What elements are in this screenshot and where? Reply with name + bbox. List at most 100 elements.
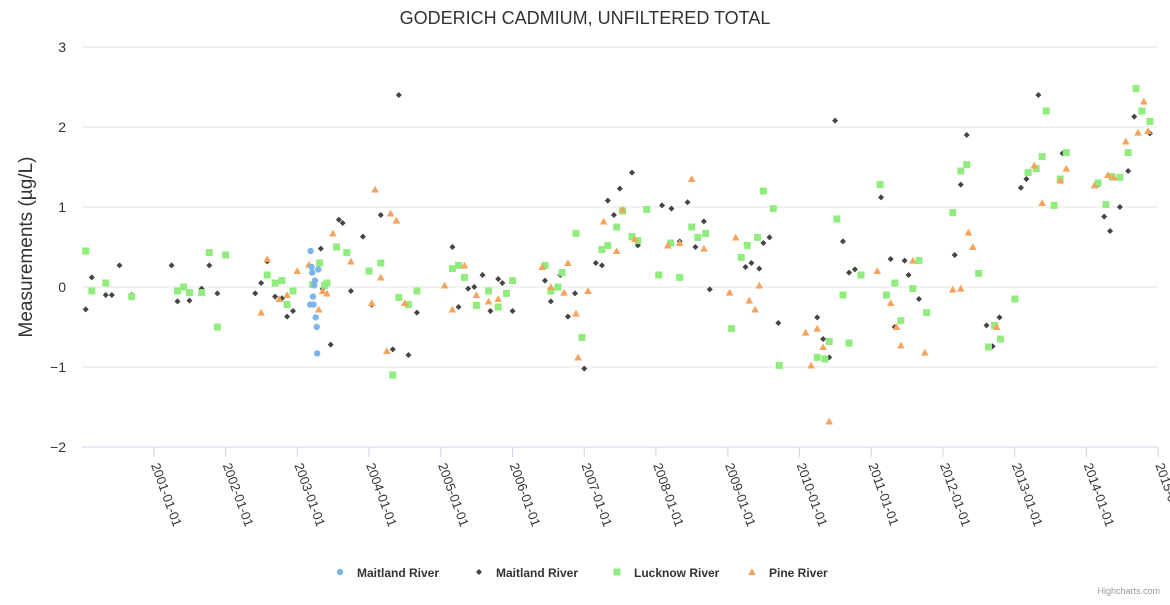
data-point[interactable]	[329, 229, 337, 237]
data-point[interactable]	[598, 262, 605, 269]
data-point[interactable]	[198, 289, 206, 297]
data-point[interactable]	[820, 336, 827, 342]
data-point[interactable]	[832, 117, 839, 124]
data-point[interactable]	[359, 233, 366, 240]
data-point[interactable]	[400, 299, 409, 307]
data-point[interactable]	[1124, 149, 1132, 157]
data-point[interactable]	[751, 305, 759, 313]
data-point[interactable]	[1011, 295, 1019, 303]
data-point[interactable]	[702, 229, 710, 237]
data-point[interactable]	[365, 267, 373, 275]
data-point[interactable]	[807, 361, 815, 369]
data-point[interactable]	[307, 247, 314, 255]
data-point[interactable]	[992, 323, 1001, 331]
data-point[interactable]	[312, 314, 319, 321]
data-point[interactable]	[284, 313, 291, 320]
data-point[interactable]	[839, 291, 847, 299]
data-point[interactable]	[655, 271, 663, 279]
data-point[interactable]	[1116, 204, 1123, 210]
data-point[interactable]	[725, 288, 734, 296]
data-point[interactable]	[206, 262, 213, 269]
data-point[interactable]	[833, 215, 841, 223]
data-point[interactable]	[102, 292, 109, 298]
data-point[interactable]	[584, 287, 592, 295]
data-point[interactable]	[873, 267, 882, 275]
data-point[interactable]	[949, 209, 957, 217]
data-point[interactable]	[728, 325, 736, 333]
data-point[interactable]	[1056, 176, 1064, 184]
data-point[interactable]	[618, 205, 627, 213]
data-point[interactable]	[128, 293, 136, 301]
data-point[interactable]	[377, 259, 385, 267]
data-point[interactable]	[634, 237, 642, 245]
data-point[interactable]	[598, 245, 606, 253]
data-point[interactable]	[572, 290, 579, 297]
data-point[interactable]	[102, 279, 110, 287]
data-point[interactable]	[996, 335, 1004, 343]
data-point[interactable]	[1023, 176, 1030, 182]
data-point[interactable]	[307, 301, 314, 308]
data-point[interactable]	[448, 265, 456, 273]
data-point[interactable]	[484, 297, 493, 305]
data-point[interactable]	[1144, 127, 1152, 135]
data-point[interactable]	[494, 303, 502, 311]
data-point[interactable]	[308, 263, 315, 271]
data-point[interactable]	[775, 361, 783, 369]
data-point[interactable]	[706, 286, 713, 293]
data-point[interactable]	[485, 287, 493, 295]
data-point[interactable]	[180, 283, 188, 291]
data-point[interactable]	[846, 269, 853, 276]
data-point[interactable]	[753, 233, 761, 241]
data-point[interactable]	[876, 181, 884, 189]
data-point[interactable]	[996, 314, 1003, 321]
data-point[interactable]	[1134, 128, 1142, 136]
data-point[interactable]	[616, 185, 623, 192]
data-point[interactable]	[395, 293, 403, 301]
data-point[interactable]	[676, 273, 684, 281]
data-point[interactable]	[1090, 181, 1099, 189]
data-point[interactable]	[897, 341, 905, 349]
data-point[interactable]	[448, 305, 457, 313]
data-point[interactable]	[1116, 173, 1124, 181]
data-point[interactable]	[440, 281, 449, 289]
data-point[interactable]	[258, 280, 265, 286]
data-point[interactable]	[578, 333, 586, 341]
data-point[interactable]	[612, 247, 621, 255]
data-point[interactable]	[263, 255, 272, 263]
data-point[interactable]	[857, 271, 865, 279]
data-point[interactable]	[88, 274, 95, 281]
data-point[interactable]	[921, 348, 929, 356]
data-point[interactable]	[323, 289, 331, 297]
data-point[interactable]	[984, 343, 992, 351]
data-point[interactable]	[502, 289, 510, 297]
data-point[interactable]	[883, 291, 891, 299]
data-point[interactable]	[897, 317, 905, 325]
data-point[interactable]	[901, 257, 908, 264]
data-point[interactable]	[675, 239, 684, 247]
data-point[interactable]	[745, 296, 754, 304]
data-point[interactable]	[283, 301, 291, 309]
data-point[interactable]	[915, 296, 922, 302]
data-point[interactable]	[278, 277, 286, 285]
data-point[interactable]	[957, 181, 964, 188]
data-point[interactable]	[694, 233, 702, 241]
data-point[interactable]	[687, 175, 696, 183]
data-point[interactable]	[886, 299, 895, 307]
data-point[interactable]	[760, 240, 767, 246]
data-point[interactable]	[923, 309, 931, 317]
data-point[interactable]	[572, 229, 580, 237]
data-point[interactable]	[1017, 184, 1024, 191]
data-point[interactable]	[317, 245, 324, 252]
data-point[interactable]	[252, 290, 259, 297]
data-point[interactable]	[168, 262, 175, 269]
data-point[interactable]	[756, 265, 763, 272]
data-point[interactable]	[737, 253, 745, 261]
data-point[interactable]	[275, 295, 284, 303]
data-point[interactable]	[666, 239, 674, 247]
data-point[interactable]	[821, 355, 829, 363]
data-point[interactable]	[766, 234, 773, 241]
data-point[interactable]	[572, 309, 580, 317]
data-point[interactable]	[700, 218, 707, 225]
data-point[interactable]	[313, 350, 321, 357]
data-point[interactable]	[1038, 199, 1046, 207]
